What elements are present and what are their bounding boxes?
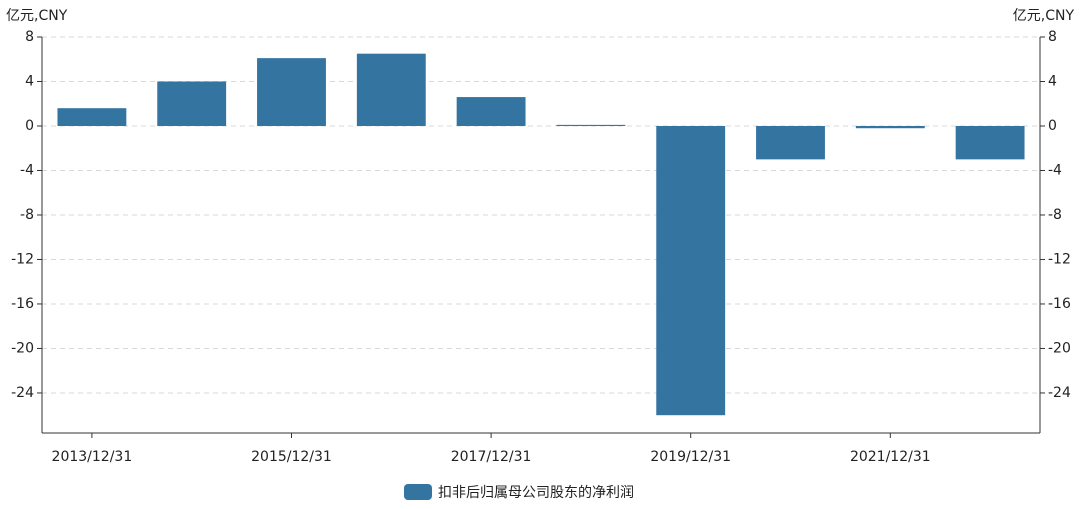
y-tick-label: -8	[20, 207, 34, 223]
bar	[756, 125, 825, 160]
y2-tick-label: 0	[1048, 118, 1057, 134]
bar	[356, 53, 426, 126]
y2-tick-label: -8	[1048, 207, 1062, 223]
y-tick-label: 0	[25, 118, 34, 134]
y2-tick-label: -24	[1048, 385, 1071, 401]
x-tick-label: 2017/12/31	[451, 449, 532, 465]
y2-tick-label: -12	[1048, 251, 1071, 267]
bar	[656, 125, 726, 416]
y-axis-label: 亿元,CNY	[6, 8, 68, 24]
y-tick-label: 4	[25, 73, 34, 89]
x-tick-label: 2015/12/31	[251, 449, 332, 465]
y-tick-label: -24	[11, 385, 34, 401]
bar	[955, 125, 1025, 160]
bar	[57, 108, 127, 126]
y2-tick-label: -16	[1048, 296, 1071, 312]
bar	[556, 124, 626, 126]
legend-label: 扣非后归属母公司股东的净利润	[438, 484, 634, 501]
y2-tick-label: -4	[1048, 162, 1062, 178]
y2-axis-label: 亿元,CNY	[1013, 8, 1075, 24]
x-tick-label: 2021/12/31	[850, 449, 931, 465]
legend-swatch	[404, 484, 432, 500]
bar	[157, 81, 227, 126]
bar	[855, 125, 925, 129]
bar	[257, 58, 326, 126]
y2-tick-label: 8	[1048, 29, 1057, 45]
y-tick-label: -16	[11, 296, 34, 312]
y2-tick-label: 4	[1048, 73, 1057, 89]
bar	[456, 97, 526, 126]
y-tick-label: 8	[25, 29, 34, 45]
y-tick-label: -20	[11, 340, 34, 356]
x-tick-label: 2019/12/31	[650, 449, 731, 465]
y-tick-label: -4	[20, 162, 34, 178]
y-tick-label: -12	[11, 251, 34, 267]
y2-tick-label: -20	[1048, 340, 1071, 356]
x-tick-label: 2013/12/31	[52, 449, 133, 465]
